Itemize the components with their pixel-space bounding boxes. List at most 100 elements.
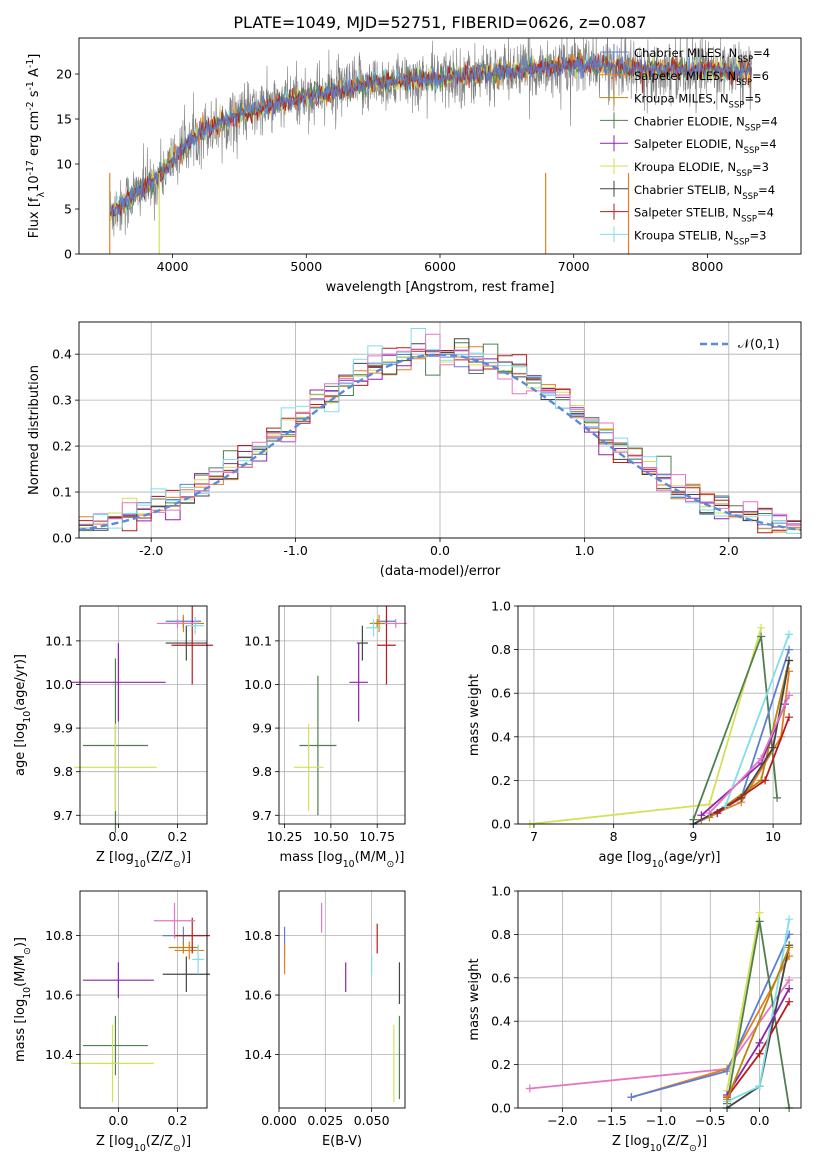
x-tick-label: 7 xyxy=(530,829,538,844)
text-part: A xyxy=(27,68,42,81)
legend-entry: Kroupa STELIB, NSSP=3 xyxy=(634,228,766,247)
spectrum-panel: 4000 5000 6000 7000 8000 0 5 10 15 20 wavelength [… xyxy=(25,37,802,295)
text-part: Z [log xyxy=(96,850,134,865)
x-tick-label: -1.0 xyxy=(283,543,307,558)
text-part: 10 xyxy=(22,987,33,999)
legend-value: =4 xyxy=(753,46,770,60)
y-axis-label: mass weight xyxy=(467,674,482,756)
spectrum-plot-area xyxy=(109,38,752,254)
data-point xyxy=(168,941,199,954)
y-axis-label: mass weight xyxy=(467,958,482,1040)
legend-value: =4 xyxy=(757,206,774,220)
y-axis-label: Normed distribution xyxy=(27,365,42,495)
y-tick-label: 1.0 xyxy=(491,884,511,899)
x-tick-label: 10.75 xyxy=(359,829,395,844)
legend-name: Chabrier STELIB, N xyxy=(634,183,742,197)
data-point xyxy=(71,1024,154,1103)
x-tick-label: 2.0 xyxy=(719,543,739,558)
data-point xyxy=(192,944,205,975)
weight-marker xyxy=(697,811,706,820)
x-tick-label: 0.2 xyxy=(168,1113,188,1128)
x-tick-label: −2.0 xyxy=(547,1113,577,1128)
y-tick-label: 0.8 xyxy=(491,642,511,657)
y-tick-label: 1.0 xyxy=(491,599,511,614)
text-part: 10 xyxy=(22,711,33,723)
text-part: ⊙ xyxy=(173,859,181,870)
weight-line xyxy=(726,947,791,1100)
weight-marker xyxy=(785,943,794,952)
text-part: λ xyxy=(36,191,47,197)
legend-sub: SSP xyxy=(742,192,758,202)
x-axis-label: age [log10(age/yr)] xyxy=(599,850,721,870)
legend-name: Chabrier ELODIE, N xyxy=(634,114,745,128)
legend-entry: Kroupa ELODIE, NSSP=3 xyxy=(634,160,769,179)
weight-marker xyxy=(785,984,794,993)
y-tick-label: 0.0 xyxy=(491,1101,511,1116)
x-tick-label: 0.2 xyxy=(168,829,188,844)
weight-marker xyxy=(755,908,764,917)
x-axis-label: E(B-V) xyxy=(322,1134,362,1149)
legend-name: Kroupa STELIB, N xyxy=(634,228,734,242)
weight-marker xyxy=(755,1049,764,1058)
y-tick-label: 15 xyxy=(56,112,72,127)
y-tick-label: 9.9 xyxy=(252,721,272,736)
axes-frame xyxy=(78,321,802,539)
x-tick-label: 10.50 xyxy=(313,829,349,844)
x-tick-label: 0.050 xyxy=(354,1113,390,1128)
y-tick-label: 0.4 xyxy=(52,347,72,362)
weight-marker xyxy=(721,802,730,811)
data-point xyxy=(171,606,213,685)
y-tick-label: 0.0 xyxy=(491,817,511,832)
x-tick-label: 1.0 xyxy=(574,543,594,558)
weight-series xyxy=(723,915,794,1106)
legend-sub: SSP xyxy=(737,55,753,65)
weight-marker xyxy=(713,809,722,818)
weight-marker xyxy=(785,630,794,639)
text-part: 10 xyxy=(134,859,146,870)
weight-line xyxy=(529,979,790,1090)
text-part: (age/yr)] xyxy=(664,850,721,865)
weight-marker xyxy=(755,1082,764,1091)
text-part: -1 xyxy=(25,81,36,90)
data-point xyxy=(384,619,407,628)
x-tick-label: 0.0 xyxy=(108,829,128,844)
text-part: -17 xyxy=(25,160,36,175)
y-tick-label: 10.6 xyxy=(244,988,272,1003)
y-tick-label: 10.6 xyxy=(45,988,73,1003)
y-tick-label: 0.4 xyxy=(491,1014,511,1029)
data-point xyxy=(356,625,368,661)
figure-title: PLATE=1049, MJD=52751, FIBERID=0626, z=0… xyxy=(233,13,646,32)
weight-marker xyxy=(769,743,778,752)
text-part: 10 xyxy=(343,859,355,870)
legend-sub: SSP xyxy=(729,101,745,111)
x-tick-label: -2.0 xyxy=(139,543,163,558)
weight-series xyxy=(689,632,782,824)
weight-marker xyxy=(773,793,782,802)
x-axis-label: mass [log10(M/M⊙)] xyxy=(280,850,405,870)
y-tick-label: 10.4 xyxy=(244,1047,272,1062)
data-point xyxy=(82,962,154,999)
text-part: erg cm xyxy=(27,111,42,160)
weight-vs-metallicity-panel: −2.0 −1.5 −1.0 −0.5 0.0 0.0 0.2 0.4 0.6 0.8 1.0 Z [… xyxy=(467,884,802,1154)
text-part: 10 xyxy=(650,1143,662,1154)
y-tick-label: 10.8 xyxy=(244,928,272,943)
data-point xyxy=(174,941,205,960)
weight-marker xyxy=(757,754,766,763)
text-part: (data-model)/error xyxy=(380,564,501,579)
text-part: )] xyxy=(181,850,191,865)
text-part: mass weight xyxy=(467,674,482,756)
legend-value: =4 xyxy=(761,114,778,128)
weight-marker xyxy=(785,656,794,665)
y-tick-label: 10.1 xyxy=(45,633,73,648)
legend-sub: SSP xyxy=(736,78,752,88)
text-part: Flux [f xyxy=(27,197,42,238)
legend-name: Salpeter ELODIE, N xyxy=(634,137,744,151)
y-tick-label: 10.0 xyxy=(45,677,73,692)
mass-vs-reddening-panel: 0.000 0.025 0.050 10.4 10.6 10.8 E(B-V) xyxy=(244,890,406,1149)
weight-marker xyxy=(761,776,770,785)
legend-value: =4 xyxy=(760,137,777,151)
y-tick-label: 0.8 xyxy=(491,927,511,942)
legend-sub: SSP xyxy=(736,169,752,179)
text-part: -2 xyxy=(25,101,36,110)
